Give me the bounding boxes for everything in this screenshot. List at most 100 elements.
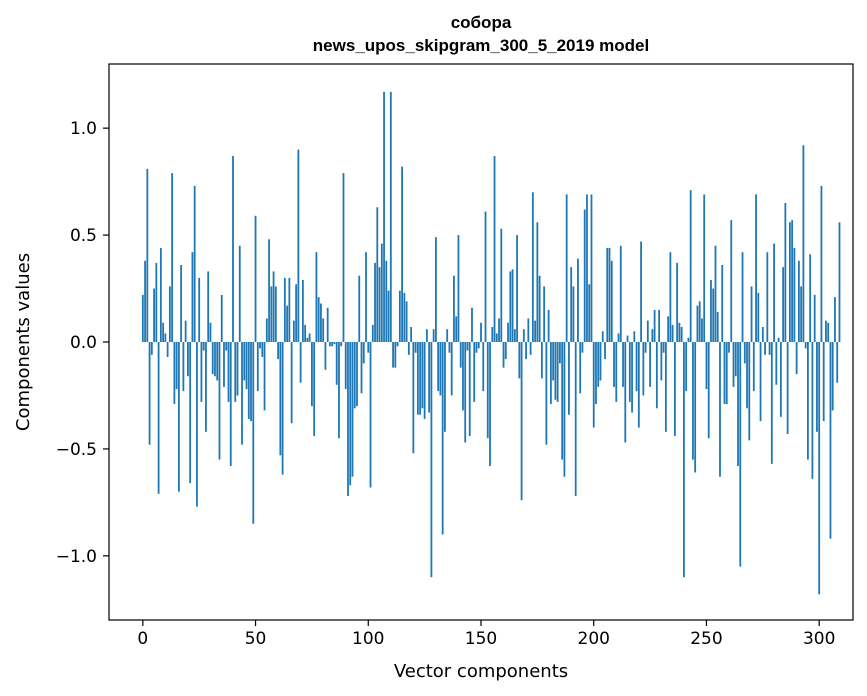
bar-302 (822, 342, 825, 422)
bar-202 (597, 342, 600, 387)
bar-189 (568, 342, 570, 415)
bar-287 (788, 222, 791, 342)
y-tick-label: −1.0 (56, 547, 97, 567)
bar-123 (419, 342, 422, 415)
bar-185 (559, 342, 561, 364)
bar-122 (416, 342, 419, 415)
bar-11 (166, 342, 169, 357)
bar-53 (261, 342, 264, 357)
bar-87 (338, 342, 340, 439)
bar-296 (809, 254, 812, 342)
bar-309 (838, 222, 841, 342)
bar-198 (588, 284, 591, 342)
bar-293 (802, 145, 805, 342)
bar-219 (635, 342, 638, 392)
bar-43 (238, 245, 241, 342)
bar-227 (653, 309, 656, 342)
bar-149 (477, 342, 480, 349)
bar-300 (818, 342, 821, 595)
bar-289 (793, 247, 796, 342)
bar-96 (358, 275, 361, 342)
bar-12 (168, 286, 171, 342)
bar-179 (545, 342, 548, 445)
bar-133 (441, 342, 444, 535)
bar-51 (256, 342, 259, 392)
bar-160 (502, 342, 505, 368)
bar-128 (430, 342, 433, 578)
bar-14 (173, 342, 176, 405)
bar-80 (322, 318, 325, 342)
bar-85 (333, 342, 336, 345)
bar-69 (297, 149, 300, 342)
bar-37 (225, 342, 228, 351)
bar-249 (703, 194, 706, 342)
bar-34 (218, 342, 221, 460)
bar-205 (604, 342, 606, 360)
x-tick-label: 150 (465, 629, 497, 649)
bar-52 (259, 342, 261, 349)
bar-36 (223, 342, 225, 387)
bar-5 (153, 288, 155, 342)
bar-161 (504, 342, 507, 360)
bar-15 (175, 342, 178, 390)
bar-89 (342, 173, 345, 342)
bar-190 (570, 267, 573, 342)
bar-44 (241, 342, 243, 445)
bar-182 (552, 342, 555, 381)
bar-49 (252, 342, 255, 524)
bar-97 (360, 342, 363, 394)
bar-86 (335, 342, 338, 385)
bar-41 (234, 342, 237, 402)
bar-9 (162, 322, 165, 342)
bar-260 (728, 342, 730, 353)
bar-232 (664, 342, 667, 432)
bar-146 (471, 307, 473, 342)
bar-129 (432, 329, 435, 342)
bar-21 (189, 342, 192, 484)
bar-273 (757, 292, 760, 342)
bar-207 (608, 247, 611, 342)
bar-286 (786, 342, 789, 434)
bar-98 (362, 342, 365, 364)
bar-22 (191, 252, 194, 342)
bar-121 (414, 342, 417, 353)
bar-100 (367, 342, 370, 353)
bar-193 (577, 258, 579, 342)
bar-59 (274, 286, 277, 342)
bar-58 (272, 271, 275, 342)
bar-68 (295, 284, 298, 342)
bar-252 (710, 279, 712, 342)
bar-283 (779, 342, 782, 417)
bar-274 (759, 342, 762, 422)
bar-244 (692, 342, 694, 460)
bar-265 (739, 342, 742, 567)
bar-143 (464, 342, 467, 443)
bars-group (141, 91, 841, 595)
bar-94 (353, 342, 356, 409)
bar-297 (811, 342, 814, 479)
bar-224 (646, 320, 649, 342)
bar-171 (527, 318, 530, 342)
bar-56 (268, 239, 270, 342)
chart-subtitle: news_upos_skipgram_300_5_2019 model (313, 36, 649, 55)
bar-83 (329, 342, 331, 347)
bar-61 (279, 342, 282, 456)
bar-197 (586, 194, 588, 342)
bar-276 (764, 342, 766, 355)
bar-280 (773, 243, 775, 342)
bar-269 (748, 342, 751, 441)
bar-211 (617, 333, 620, 342)
bar-103 (374, 262, 376, 342)
bar-151 (482, 342, 485, 392)
bar-19 (184, 320, 187, 342)
bar-187 (563, 342, 566, 477)
bar-145 (468, 342, 471, 437)
bar-124 (421, 342, 424, 409)
bar-257 (721, 265, 724, 342)
bar-223 (644, 342, 647, 353)
bar-299 (816, 342, 818, 432)
bar-33 (216, 342, 219, 381)
bar-119 (410, 327, 413, 342)
bar-40 (232, 155, 234, 342)
bar-256 (719, 342, 721, 477)
